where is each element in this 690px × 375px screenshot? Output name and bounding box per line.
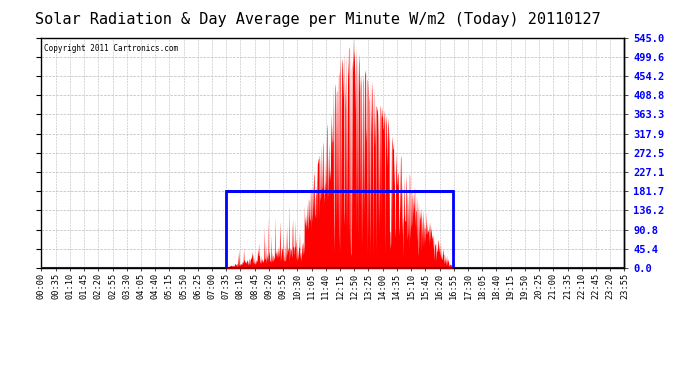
Bar bbox=[226, 191, 453, 268]
Text: Copyright 2011 Cartronics.com: Copyright 2011 Cartronics.com bbox=[44, 44, 179, 53]
Text: Solar Radiation & Day Average per Minute W/m2 (Today) 20110127: Solar Radiation & Day Average per Minute… bbox=[34, 12, 600, 27]
